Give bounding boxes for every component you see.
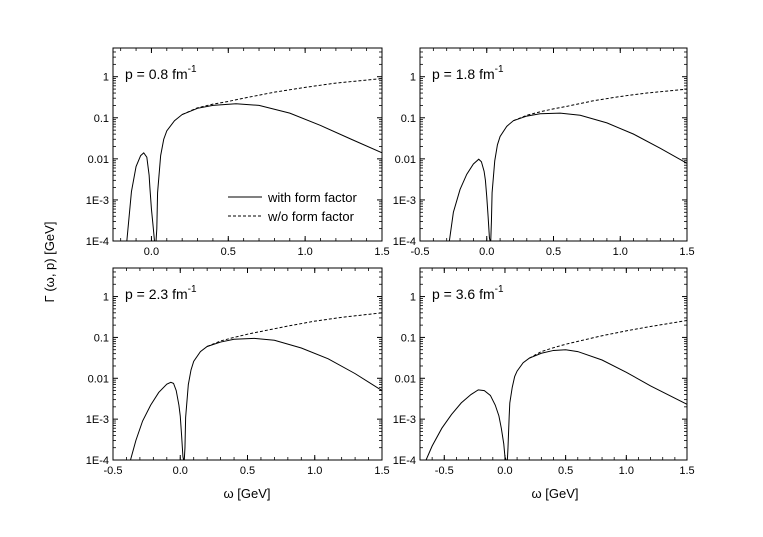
x-tick-label: 0.5 <box>546 246 561 258</box>
panel-label: p = 1.8 fm-1 <box>432 64 504 82</box>
panel-label: p = 0.8 fm-1 <box>125 64 197 82</box>
legend: with form factor w/o form factor <box>228 190 358 224</box>
x-tick-label: -0.5 <box>435 465 454 477</box>
series-line-with-form-factor <box>130 337 382 460</box>
x-axis-title-left: ω [GeV] <box>224 486 271 501</box>
y-axis-title: Γ (ω, p) [GeV] <box>42 222 57 303</box>
x-tick-label: 1.5 <box>679 246 694 258</box>
panel-p-1-8: 1E-4 1E-3 0.01 0.1 1 -0.5 0.0 0.5 1.0 1.5 p = 1.8 … <box>393 47 695 258</box>
x-tick-label: 1.0 <box>307 465 322 477</box>
legend-label-without-form-factor: w/o form factor <box>267 209 355 224</box>
panel-p-3-6: 1E-4 1E-3 0.01 0.1 1 -0.5 0.0 0.5 1.0 1.5 p = 3.6 … <box>393 267 695 477</box>
x-tick-label: -0.5 <box>104 465 123 477</box>
x-tick-label: 1.0 <box>613 246 628 258</box>
y-tick-label: 1 <box>103 72 109 84</box>
x-tick-label: 0.5 <box>240 465 255 477</box>
y-tick-label: 1E-4 <box>393 455 416 467</box>
y-tick-label: 1E-4 <box>393 236 416 248</box>
x-tick-label: 0.5 <box>221 246 236 258</box>
y-tick-label: 1E-3 <box>86 414 109 426</box>
series-line-without-form-factor <box>181 78 382 115</box>
y-tick-label: 0.1 <box>94 113 109 125</box>
y-tick-label: 1E-3 <box>393 414 416 426</box>
panel-p-0-8: 1E-4 1E-3 0.01 0.1 1 0.0 0.5 1.0 1.5 p = 0.8 fm-1 <box>86 47 390 258</box>
x-tick-label: 1.5 <box>679 465 694 477</box>
x-tick-label: 0.0 <box>144 246 159 258</box>
x-tick-label: 1.0 <box>619 465 634 477</box>
y-tick-label: 1E-3 <box>393 195 416 207</box>
panel-label: p = 2.3 fm-1 <box>125 284 197 302</box>
x-tick-label: 1.5 <box>374 246 389 258</box>
panel-label-exponent: -1 <box>495 64 504 75</box>
series-line-without-form-factor <box>528 319 687 359</box>
series-line-with-form-factor <box>126 103 382 241</box>
y-tick-label: 0.01 <box>88 154 109 166</box>
series-line-with-form-factor <box>448 112 687 241</box>
y-tick-label: 1 <box>410 72 416 84</box>
x-tick-label: 1.0 <box>297 246 312 258</box>
x-tick-label: 1.5 <box>374 465 389 477</box>
y-tick-label: 1 <box>103 292 109 304</box>
plot-frame <box>112 47 383 242</box>
y-tick-label: 0.1 <box>94 332 109 344</box>
y-tick-label: 0.01 <box>395 154 416 166</box>
x-tick-label: 0.0 <box>479 246 494 258</box>
y-tick-label: 0.01 <box>88 373 109 385</box>
y-tick-label: 1 <box>410 292 416 304</box>
legend-label-with-form-factor: with form factor <box>267 190 358 205</box>
x-tick-label: 0.0 <box>497 465 512 477</box>
series-line-without-form-factor <box>513 88 687 122</box>
y-tick-label: 1E-4 <box>86 236 109 248</box>
x-axis-title-right: ω [GeV] <box>532 486 579 501</box>
y-tick-label: 1E-4 <box>86 455 109 467</box>
x-tick-label: 0.5 <box>558 465 573 477</box>
y-tick-label: 1E-3 <box>86 195 109 207</box>
panel-p-2-3: 1E-4 1E-3 0.01 0.1 1 -0.5 0.0 0.5 1.0 1.5 p = 2.3 … <box>86 267 390 477</box>
series-line-with-form-factor <box>425 349 687 460</box>
y-tick-label: 0.01 <box>395 373 416 385</box>
y-tick-label: 0.1 <box>401 332 416 344</box>
x-tick-label: -0.5 <box>411 246 430 258</box>
panel-label-exponent: -1 <box>188 284 197 295</box>
y-tick-label: 0.1 <box>401 113 416 125</box>
x-tick-label: 0.0 <box>173 465 188 477</box>
series-line-without-form-factor <box>206 312 382 347</box>
panel-label-exponent: -1 <box>188 64 197 75</box>
panel-label-exponent: -1 <box>495 284 504 295</box>
panel-label: p = 3.6 fm-1 <box>432 284 504 302</box>
